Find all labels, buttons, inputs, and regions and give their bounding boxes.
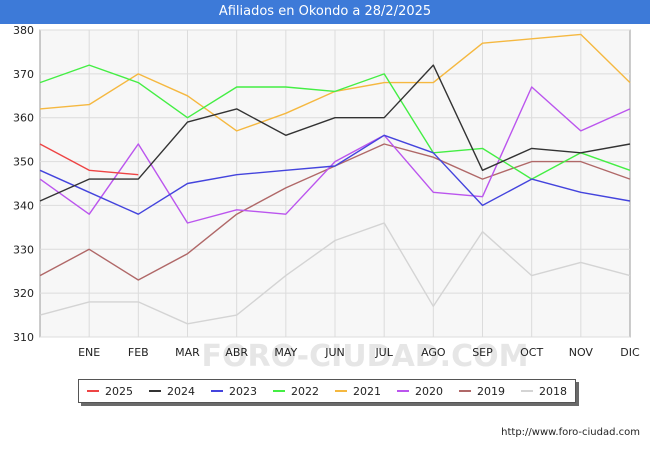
legend-label: 2025 — [105, 384, 133, 398]
series-line-2023 — [39, 134, 631, 215]
y-tick-label: 340 — [13, 199, 34, 212]
series-line-2018 — [39, 222, 631, 325]
y-tick-label: 320 — [13, 287, 34, 300]
y-tick-label: 370 — [13, 68, 34, 81]
x-tick-label: SEP — [472, 346, 493, 359]
legend-item-2022: 2022 — [273, 385, 319, 398]
line-chart: FORO-CIUDAD.COM 310 320 330 340 350 360 370 380… — [13, 24, 640, 374]
chart-legend: 2025 2024 2023 2022 2021 2020 2019 2018 — [78, 379, 576, 403]
legend-item-2021: 2021 — [335, 385, 381, 398]
legend-label: 2018 — [539, 384, 567, 398]
series-group — [39, 33, 631, 325]
x-tick-label: MAR — [175, 346, 200, 359]
legend-item-2025: 2025 — [87, 385, 133, 398]
watermark: FORO-CIUDAD.COM — [202, 339, 529, 374]
legend-item-2024: 2024 — [149, 385, 195, 398]
x-tick-label: JUL — [374, 346, 393, 359]
legend-swatch — [521, 390, 533, 392]
x-tick-label: AGO — [421, 346, 446, 359]
x-tick-label: NOV — [569, 346, 594, 359]
legend-swatch — [459, 390, 471, 392]
legend-label: 2024 — [167, 384, 195, 398]
x-tick-label: FEB — [128, 346, 149, 359]
x-tick-label: JUN — [324, 346, 345, 359]
legend-swatch — [397, 390, 409, 392]
legend-label: 2021 — [353, 384, 381, 398]
legend-label: 2023 — [229, 384, 257, 398]
legend-label: 2020 — [415, 384, 443, 398]
x-tick-label: ENE — [78, 346, 100, 359]
chart-title: Afiliados en Okondo a 28/2/2025 — [0, 0, 650, 24]
legend-label: 2022 — [291, 384, 319, 398]
y-tick-label: 380 — [13, 24, 34, 37]
y-tick-label: 360 — [13, 112, 34, 125]
legend-swatch — [149, 390, 161, 392]
series-line-2020 — [39, 86, 631, 224]
legend-swatch — [273, 390, 285, 392]
x-tick-label: OCT — [520, 346, 543, 359]
series-line-2025 — [39, 143, 139, 176]
legend-item-2018: 2018 — [521, 385, 567, 398]
legend-swatch — [335, 390, 347, 392]
legend-item-2023: 2023 — [211, 385, 257, 398]
x-axis-ticks: ENE FEB MAR ABR MAY JUN JUL AGO SEP OCT NOV DIC — [78, 346, 640, 359]
x-tick-label: ABR — [225, 346, 248, 359]
x-tick-label: MAY — [274, 346, 297, 359]
y-axis-ticks: 310 320 330 340 350 360 370 380 — [13, 24, 34, 344]
y-tick-label: 350 — [13, 156, 34, 169]
legend-item-2020: 2020 — [397, 385, 443, 398]
legend-swatch — [211, 390, 223, 392]
y-tick-label: 330 — [13, 243, 34, 256]
legend-item-2019: 2019 — [459, 385, 505, 398]
y-tick-label: 310 — [13, 331, 34, 344]
legend-label: 2019 — [477, 384, 505, 398]
legend-swatch — [87, 390, 99, 392]
series-line-2024 — [39, 64, 631, 202]
source-url: http://www.foro-ciudad.com — [501, 427, 640, 438]
x-tick-label: DIC — [620, 346, 640, 359]
